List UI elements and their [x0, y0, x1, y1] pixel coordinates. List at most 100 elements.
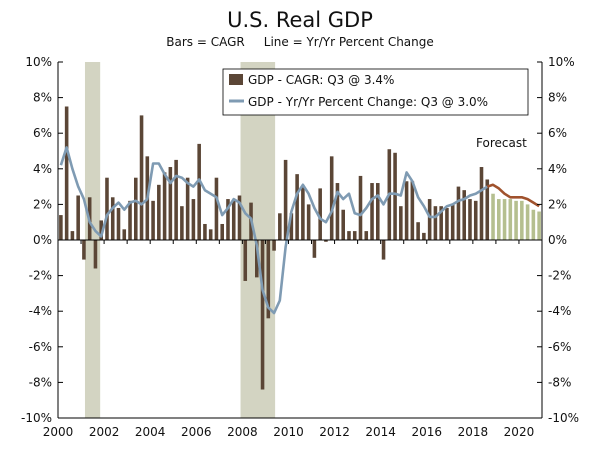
yoy-forecast-line	[486, 183, 540, 208]
legend-box	[222, 68, 529, 116]
x-tick-label-6: 2012	[319, 425, 350, 439]
cagr-bar-38	[278, 213, 282, 240]
cagr-bar-74	[485, 179, 490, 240]
cagr-bar-50	[347, 231, 351, 240]
cagr-bar-27	[214, 177, 219, 240]
cagr-bar-35	[260, 240, 265, 390]
cagr-bar-34	[254, 240, 259, 278]
y-tick-label-left-10: -10%	[21, 411, 52, 425]
cagr-bar-10	[116, 207, 121, 240]
y-tick-label-right-3: 4%	[548, 162, 567, 176]
cagr-bar-44	[312, 240, 317, 258]
x-tick-label-4: 2008	[227, 425, 258, 439]
cagr-forecast-bar-3	[508, 199, 513, 240]
cagr-bar-70	[462, 190, 467, 240]
cagr-bar-58	[393, 152, 397, 240]
cagr-bar-39	[283, 159, 288, 240]
cagr-bar-66	[439, 206, 443, 240]
y-tick-label-right-1: 8%	[548, 91, 567, 105]
y-tick-label-right-0: 10%	[548, 55, 575, 69]
y-tick-label-right-4: 2%	[548, 197, 567, 211]
cagr-bar-49	[341, 209, 346, 240]
cagr-forecast-bar-7	[531, 209, 536, 240]
cagr-bar-7	[99, 220, 104, 240]
cagr-bar-68	[450, 204, 455, 240]
legend-bar-swatch	[229, 74, 243, 85]
x-tick-label-5: 2010	[273, 425, 304, 439]
cagr-bar-43	[306, 204, 311, 240]
x-tick-label-8: 2016	[411, 425, 442, 439]
cagr-forecast-bar-0	[491, 193, 495, 240]
cagr-bar-51	[352, 231, 357, 240]
cagr-bar-8	[105, 177, 109, 240]
y-tick-label-right-6: -2%	[548, 269, 571, 283]
cagr-bar-48	[335, 183, 340, 240]
cagr-bar-65	[433, 206, 438, 240]
x-axis-labels: 2000 2002 2004 2006 2008 2010 2012 2014 2016 2018…	[43, 425, 534, 439]
cagr-bar-63	[422, 232, 426, 240]
cagr-bar-11	[122, 229, 127, 240]
cagr-forecast-bar-2	[502, 199, 507, 240]
y-tick-label-left-1: 8%	[33, 91, 52, 105]
cagr-bar-1	[64, 106, 69, 240]
cagr-bar-9	[110, 197, 115, 240]
cagr-bar-19	[168, 167, 173, 240]
cagr-bar-23	[191, 199, 196, 240]
cagr-bar-12	[128, 200, 132, 240]
axes	[57, 61, 543, 419]
x-tick-label-2: 2004	[135, 425, 166, 439]
y-tick-label-left-5: 0%	[33, 233, 52, 247]
cagr-bar-46	[324, 240, 328, 242]
y-tick-label-left-9: -8%	[29, 375, 52, 389]
cagr-bar-42	[301, 186, 305, 240]
cagr-bar-17	[157, 184, 161, 240]
cagr-bar-20	[174, 159, 178, 240]
cagr-forecast-bar-4	[514, 200, 518, 240]
cagr-bar-41	[295, 174, 299, 240]
cagr-bar-52	[358, 175, 363, 240]
cagr-forecast-bar-5	[520, 200, 524, 240]
cagr-bar-13	[133, 177, 138, 240]
cagr-bar-25	[203, 223, 207, 240]
cagr-forecast-bar-8	[537, 211, 541, 240]
cagr-bar-4	[82, 240, 86, 260]
cagr-bar-64	[427, 199, 432, 240]
y-tick-label-right-9: -8%	[548, 375, 571, 389]
y-tick-label-left-8: -6%	[29, 340, 52, 354]
yoy-lines	[59, 146, 540, 315]
cagr-bar-67	[445, 207, 449, 240]
cagr-bar-29	[226, 199, 230, 240]
legend: GDP - CAGR: Q3 @ 3.4% GDP - Yr/Yr Percen…	[222, 68, 529, 116]
chart-title: U.S. Real GDP	[227, 8, 373, 32]
cagr-bar-16	[151, 200, 155, 240]
cagr-bar-71	[468, 199, 472, 240]
cagr-bar-28	[220, 223, 225, 240]
y-tick-label-left-6: -2%	[29, 269, 52, 283]
cagr-bar-21	[180, 206, 184, 240]
cagr-bar-37	[272, 240, 276, 251]
chart-subtitle: Bars = CAGR Line = Yr/Yr Percent Change	[166, 35, 434, 49]
y-axis-right-labels: 10% 8% 6% 4% 2% 0% -2% -4% -6% -8% -10%	[548, 55, 579, 425]
x-tick-label-7: 2014	[365, 425, 396, 439]
cagr-bar-24	[197, 143, 201, 240]
legend-label-cagr: GDP - CAGR: Q3 @ 3.4%	[248, 73, 394, 87]
y-axis-left-labels: 10% 8% 6% 4% 2% 0% -2% -4% -6% -8% -10%	[21, 55, 52, 425]
cagr-bar-3	[76, 195, 80, 240]
cagr-bar-14	[139, 115, 144, 240]
cagr-bar-45	[318, 188, 322, 240]
cagr-bar-26	[208, 229, 213, 240]
cagr-bar-47	[329, 156, 334, 240]
cagr-forecast-bar-1	[496, 199, 501, 240]
cagr-bar-2	[70, 231, 75, 240]
cagr-forecast-bar-6	[525, 204, 530, 240]
cagr-bar-0	[59, 215, 63, 240]
cagr-bars	[59, 106, 541, 390]
cagr-bar-18	[162, 172, 167, 240]
cagr-bar-60	[404, 181, 409, 240]
cagr-bar-40	[289, 213, 294, 240]
cagr-bar-72	[473, 200, 478, 240]
y-tick-label-left-7: -4%	[29, 304, 52, 318]
x-tick-label-3: 2006	[181, 425, 212, 439]
cagr-bar-62	[416, 222, 420, 240]
